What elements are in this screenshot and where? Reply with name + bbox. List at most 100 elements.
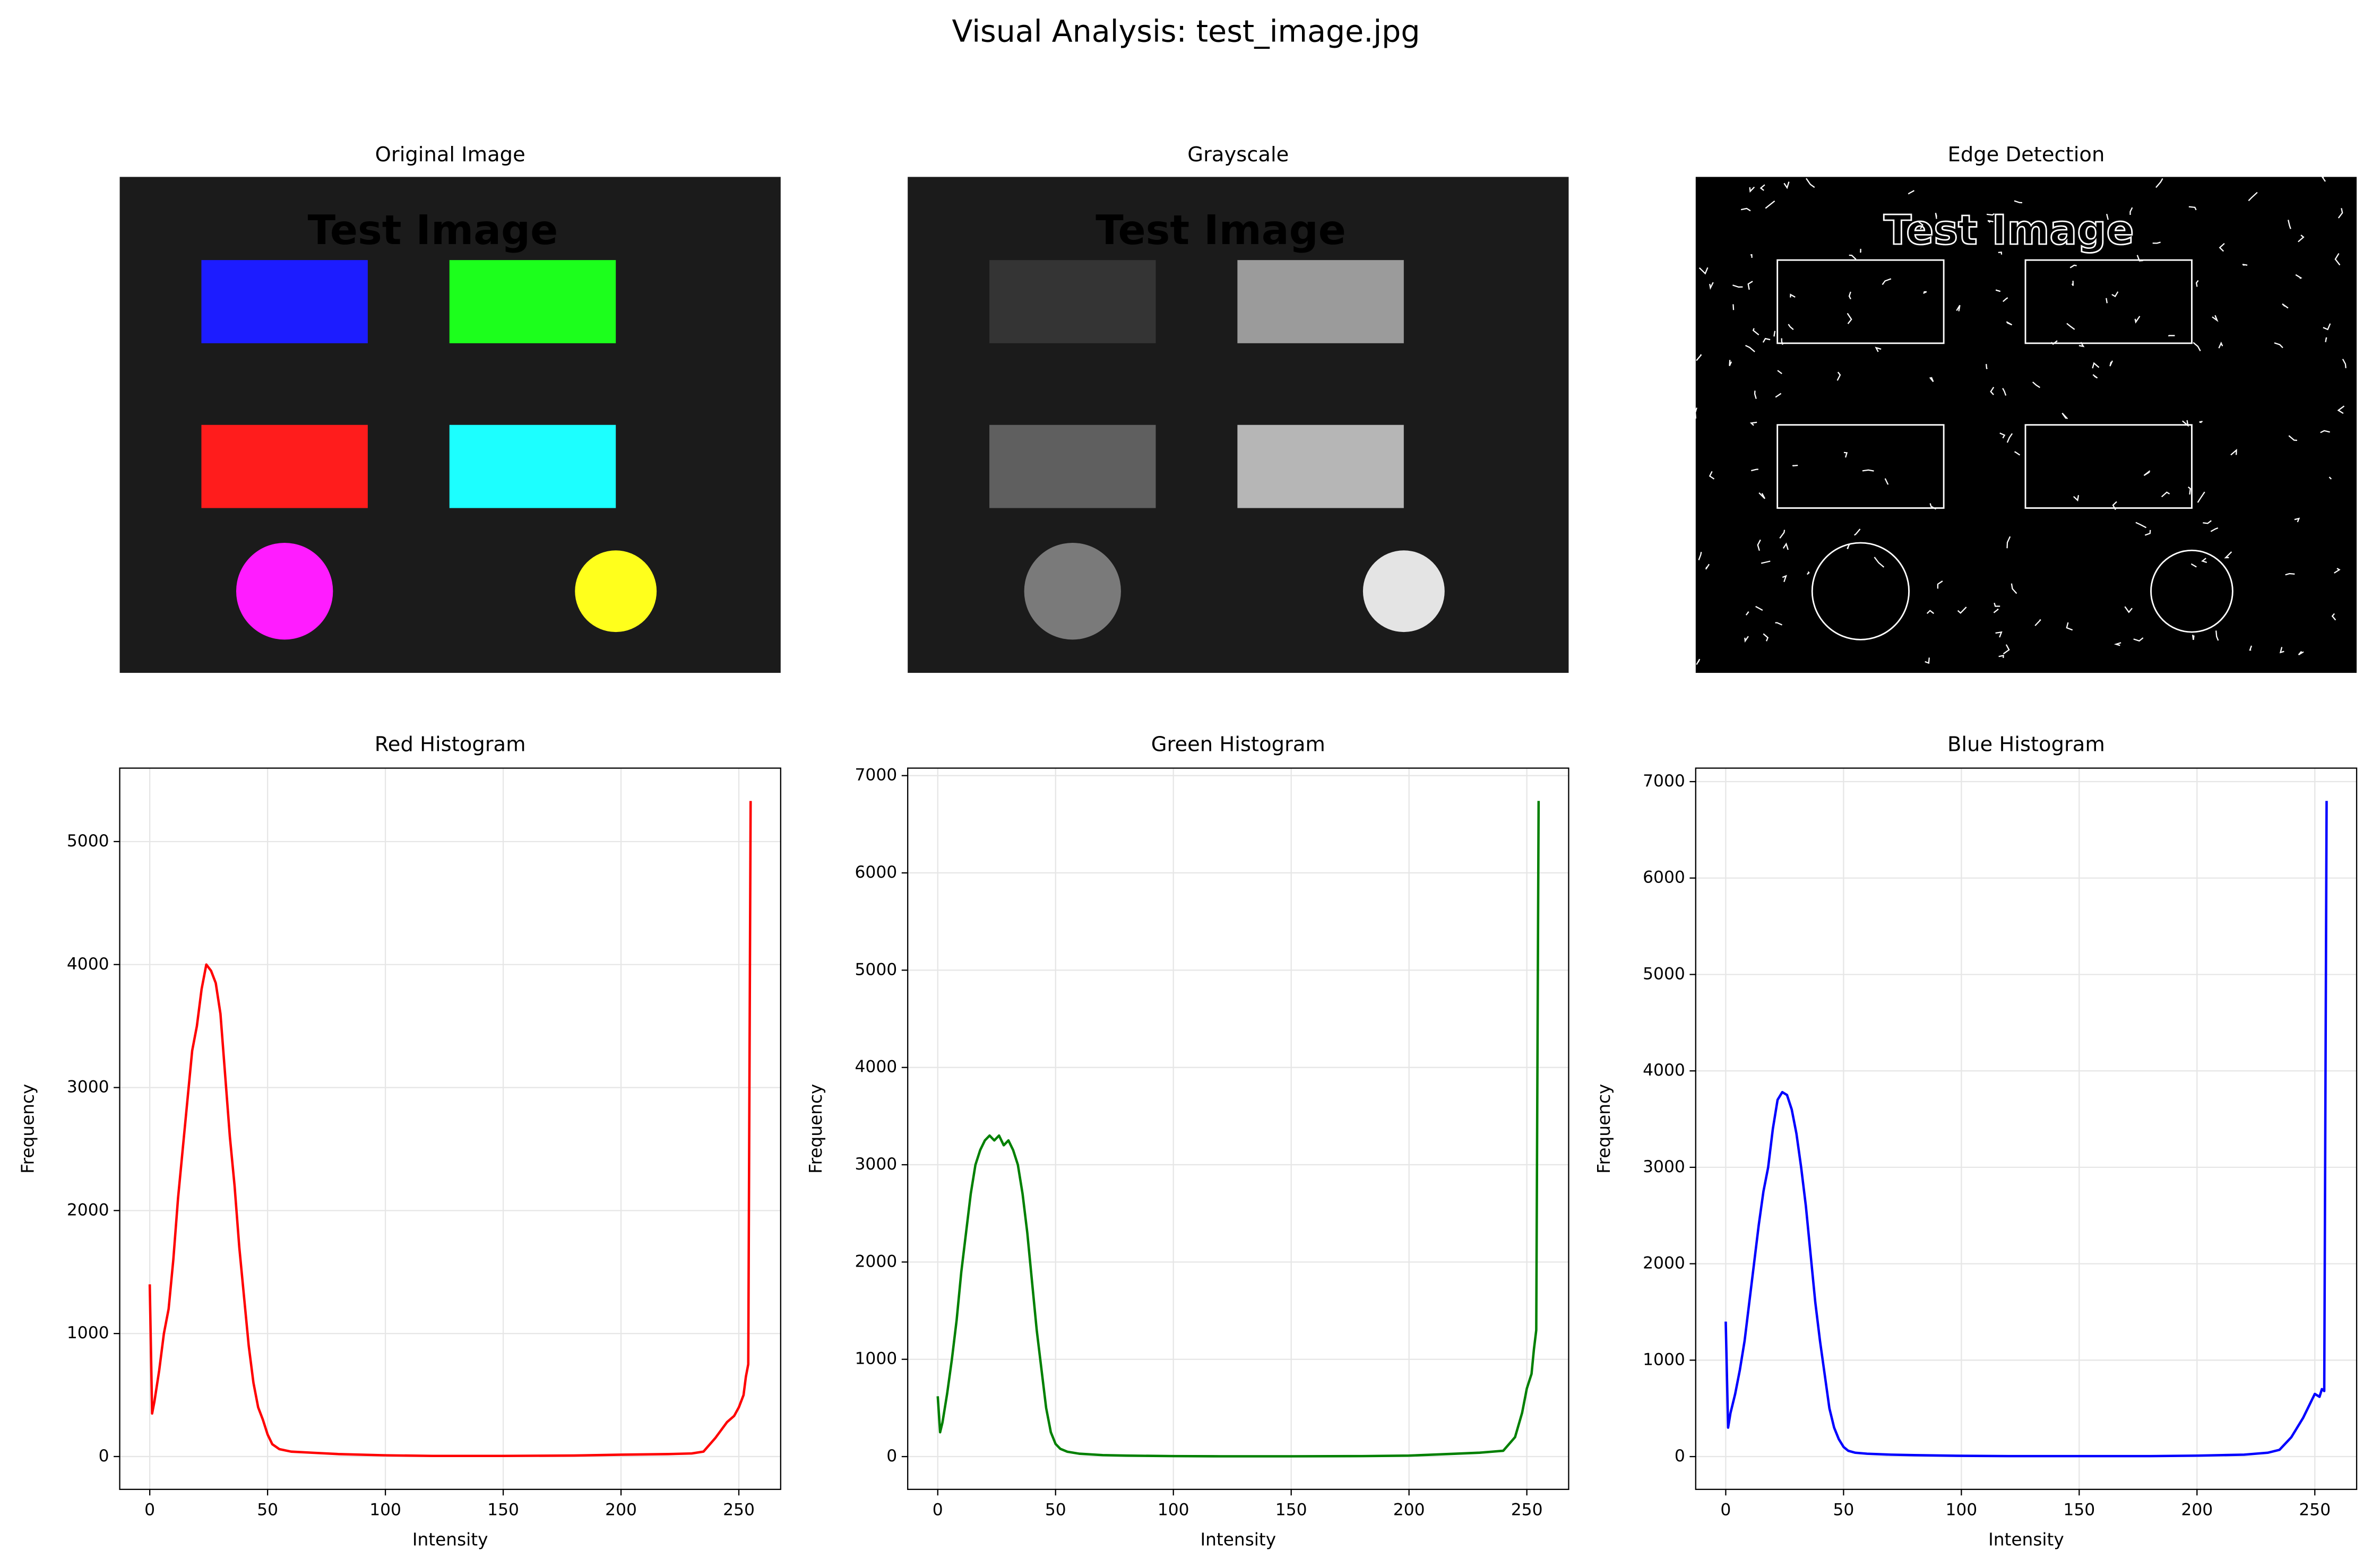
y-axis-label: Frequency — [18, 1084, 38, 1174]
edge-speckle — [2191, 563, 2197, 568]
edge-speckle — [2188, 486, 2191, 495]
edge-speckle — [1698, 267, 1709, 275]
x-tick-label: 200 — [1393, 1501, 1425, 1520]
edge-speckle — [1847, 543, 1850, 550]
edge-speckle — [1790, 293, 1796, 298]
edge-speckle — [2168, 335, 2175, 337]
edge-speckle — [1765, 200, 1775, 209]
edge-speckle — [2073, 495, 2080, 502]
y-tick-label: 1000 — [1643, 1350, 1685, 1369]
x-tick-label: 150 — [2063, 1501, 2095, 1520]
edge-speckle — [1763, 633, 1769, 642]
edge-speckle — [1744, 636, 1749, 643]
shape — [1237, 425, 1404, 508]
edge-speckle — [2143, 470, 2151, 477]
y-tick-label: 2000 — [1643, 1254, 1685, 1273]
edge-speckle — [2092, 374, 2098, 379]
edge-speckle — [2092, 362, 2100, 369]
edge-speckle — [1705, 564, 1710, 570]
y-tick-label: 1000 — [855, 1349, 897, 1368]
edge-speckle — [2298, 235, 2305, 242]
y-tick-label: 5000 — [855, 960, 897, 979]
y-tick-label: 7000 — [1643, 772, 1685, 791]
edge-speckle — [2129, 207, 2133, 215]
x-axis-label: Intensity — [1200, 1530, 1276, 1550]
edge-speckle — [1777, 370, 1782, 375]
edge-speckle — [2274, 342, 2283, 349]
shape — [989, 260, 1156, 343]
edge-speckle — [1874, 557, 1885, 568]
y-tick-label: 6000 — [855, 863, 897, 882]
edge-speckle — [1862, 469, 1874, 472]
edge-speckle — [2071, 281, 2074, 286]
image-text: Test Image — [308, 207, 558, 254]
edge-speckle — [1755, 605, 1763, 611]
edge-speckle — [1987, 220, 1994, 223]
edge-speckle — [2002, 297, 2008, 302]
edge-speckle — [1925, 657, 1930, 664]
edge-speckle — [2006, 433, 2013, 443]
edge-speckle — [1749, 421, 1757, 426]
edge-speckle — [2199, 421, 2203, 423]
panel-title: Grayscale — [1187, 143, 1289, 167]
histogram-line — [148, 801, 752, 1458]
edge-speckle — [1926, 610, 1935, 614]
edge-speckle — [2295, 274, 2302, 279]
edge-speckle — [2111, 291, 2119, 298]
edge-speckle — [1757, 539, 1761, 551]
y-tick-label: 4000 — [1643, 1061, 1685, 1080]
edge-speckle — [2106, 298, 2108, 304]
edge-speckle — [2320, 430, 2330, 434]
edge-speckle — [2334, 253, 2341, 266]
edge-speckle — [1990, 386, 1995, 395]
edge-speckle — [2323, 323, 2331, 331]
y-tick-label: 3000 — [67, 1078, 109, 1097]
shape — [201, 260, 368, 343]
axes-frame — [119, 767, 781, 1490]
x-tick-label: 100 — [1158, 1501, 1189, 1520]
edge-speckle — [1782, 575, 1787, 583]
edge-speckle — [1847, 313, 1852, 324]
image-text: Test Image — [1884, 207, 2134, 254]
edge-speckle — [1923, 291, 1927, 294]
edge-speckle — [1698, 552, 1702, 560]
edge-speckle — [2193, 342, 2201, 351]
axes-frame — [1695, 767, 2358, 1490]
edge-speckle — [2002, 388, 2007, 396]
edge-speckle — [2133, 637, 2144, 642]
edge-speckle — [1775, 393, 1782, 398]
x-tick-label: 200 — [605, 1501, 637, 1520]
edge-speckle — [2078, 342, 2085, 348]
x-tick-label: 250 — [1511, 1501, 1543, 1520]
edge-speckle — [1788, 324, 1794, 331]
edge-speckle — [1806, 178, 1815, 188]
x-tick-label: 200 — [2181, 1501, 2213, 1520]
edge-speckle — [2338, 208, 2343, 219]
edge-speckle — [2014, 200, 2023, 204]
histogram-line — [1724, 801, 2328, 1458]
edge-speckle — [1999, 432, 2006, 439]
panel-title: Original Image — [375, 143, 525, 167]
edge-speckle — [2321, 175, 2326, 182]
edge-speckle — [1792, 464, 1798, 466]
edge-speckle — [1752, 328, 1759, 336]
shape — [989, 425, 1156, 508]
x-tick-label: 50 — [1045, 1501, 1066, 1520]
edge-speckle — [2182, 420, 2189, 427]
edge-speckle — [1929, 377, 1934, 383]
edge-speckle — [1750, 254, 1753, 258]
edge-speckle — [2288, 435, 2297, 441]
shape — [1811, 542, 1910, 640]
edge-speckle — [1848, 291, 1851, 300]
edge-speckle — [2218, 341, 2223, 349]
panel-title: Red Histogram — [375, 732, 526, 756]
edge-speckle — [1882, 278, 1892, 285]
edge-speckle — [2155, 178, 2163, 188]
y-tick-label: 7000 — [855, 766, 897, 785]
edge-speckle — [2062, 412, 2068, 420]
edge-speckle — [2114, 642, 2121, 646]
edge-speckle — [1935, 212, 1937, 219]
x-tick-label: 100 — [1945, 1501, 1977, 1520]
y-tick-label: 5000 — [67, 831, 109, 851]
edge-speckle — [1884, 478, 1889, 485]
